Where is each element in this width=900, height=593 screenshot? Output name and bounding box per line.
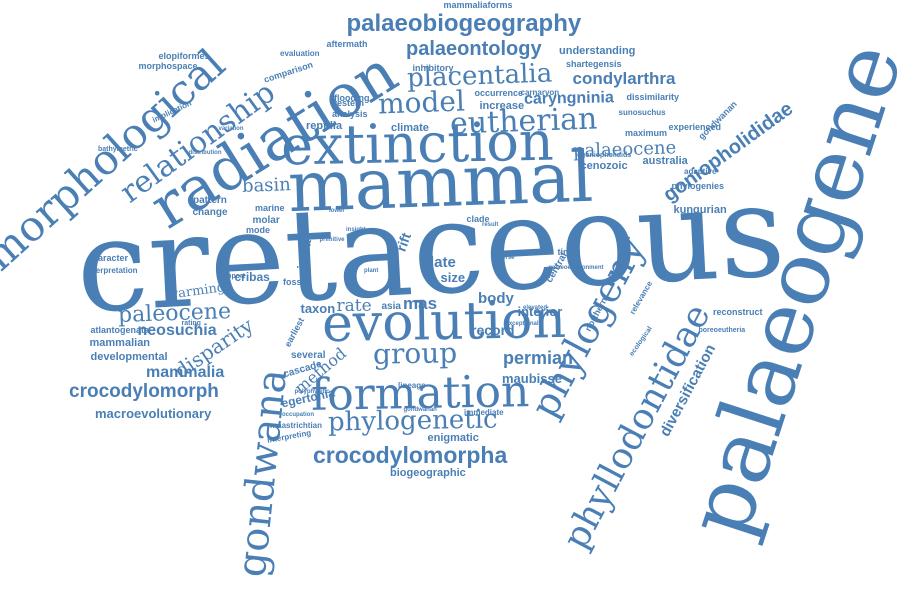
cloud-word: rate [336, 295, 372, 316]
cloud-word: elevated [523, 305, 548, 311]
cloud-word: lower [329, 208, 345, 214]
cloud-word: change [192, 207, 228, 218]
cloud-word: climate [391, 121, 429, 134]
cloud-word: cenozoic [580, 159, 628, 172]
cloud-word: sunosuchus [618, 108, 666, 117]
cloud-word: marine [255, 202, 285, 213]
cloud-word: support [219, 272, 246, 280]
cloud-word: carnarvon [520, 88, 560, 97]
cloud-word: aftermath [326, 38, 368, 49]
cloud-word: enigmatic [427, 431, 479, 444]
cloud-word: dissimilarity [626, 91, 680, 102]
cloud-word: shartegensis [566, 58, 622, 69]
cloud-word: australia [642, 154, 688, 167]
cloud-word: atlantogenata [90, 324, 150, 335]
cloud-word: increase [479, 99, 525, 112]
cloud-word: immediate [464, 408, 504, 417]
cloud-word: insight [346, 227, 366, 233]
cloud-word: maastrichtian [270, 421, 323, 430]
cloud-word: mammalia [146, 364, 225, 381]
cloud-word: timor [557, 246, 581, 257]
cloud-word: bathymetric [98, 145, 138, 153]
cloud-word: goniopholidids [581, 151, 632, 159]
cloud-word: macroevolutionary [95, 405, 212, 421]
cloud-word: primitive [319, 237, 345, 243]
cloud-word: analysis [332, 108, 368, 119]
cloud-word: developmental [90, 350, 168, 363]
cloud-word: basin [241, 174, 291, 197]
cloud-word: molar [252, 215, 280, 226]
cloud-word: experienced [668, 121, 722, 132]
cloud-word: inhibitory [412, 62, 454, 73]
cloud-word: neosuchia [137, 322, 217, 339]
cloud-word: elopiformes [158, 50, 210, 61]
cloud-word: polyphyletic [294, 389, 330, 395]
cloud-word: interpretation [86, 266, 138, 275]
cloud-word: crocodylomorpha [313, 441, 508, 468]
cloud-word: model [376, 84, 465, 121]
cloud-word: reconstruct [713, 306, 763, 317]
cloud-word: kungurian [673, 203, 727, 216]
cloud-word: mode [246, 224, 271, 235]
cloud-word: exceptional [505, 321, 539, 327]
cloud-word: evaluation [280, 49, 320, 58]
cloud-word: ecological [628, 324, 654, 358]
cloud-word: plant [364, 268, 379, 274]
cloud-word: group [372, 336, 458, 371]
cloud-word: record [471, 322, 515, 338]
cloud-word: biogeographic [390, 466, 466, 479]
cloud-word: adaptive [684, 167, 717, 176]
cloud-word: clade [466, 213, 490, 224]
cloud-word: phylogenies [671, 180, 725, 191]
cloud-word: maximum [625, 127, 668, 138]
cloud-word: distribution [188, 150, 222, 156]
cloud-word: palaeobiogeography [346, 10, 582, 37]
cloud-word: gondwanan [403, 407, 437, 413]
cloud-word: flooding [334, 92, 370, 103]
cloud-word: maubisse [502, 370, 562, 386]
cloud-word: morphospace [138, 60, 198, 71]
cloud-word: lineage [398, 381, 426, 390]
cloud-word: size [440, 269, 466, 285]
cloud-word: reptilia [306, 119, 343, 132]
cloud-word: character [87, 252, 129, 263]
cloud-word: diverse [493, 255, 515, 261]
cloud-word: palaeontology [406, 38, 542, 60]
cloud-word: western [330, 97, 365, 108]
cloud-word: occurrence [474, 87, 524, 98]
cloud-word: boreoeutheria [698, 326, 746, 334]
cloud-word: cribas [234, 270, 270, 284]
cloud-word: permian [503, 348, 574, 368]
cloud-word: interior [517, 303, 563, 319]
cloud-word: occupation [282, 412, 315, 418]
cloud-word: rating [181, 319, 201, 327]
cloud-word: result [482, 222, 499, 228]
cloud-word: palaeoenvironment [548, 265, 604, 271]
cloud-word: understanding [559, 44, 636, 57]
cloud-word: crocodylomorph [69, 380, 219, 402]
cloud-word: mas [403, 293, 438, 313]
cloud-word: taxon [300, 300, 336, 316]
cloud-word: late [430, 253, 456, 271]
cloud-word: condylarthra [572, 68, 676, 88]
cloud-word: several [291, 350, 326, 361]
cloud-word: mammaliaforms [443, 0, 513, 10]
cloud-word: body [478, 289, 514, 307]
cloud-word: asia [381, 301, 401, 312]
cloud-word: mammalian [89, 336, 151, 349]
cloud-word: pattern [193, 195, 227, 206]
cloud-word: variation [218, 126, 244, 132]
cloud-word: fossil [283, 276, 307, 287]
